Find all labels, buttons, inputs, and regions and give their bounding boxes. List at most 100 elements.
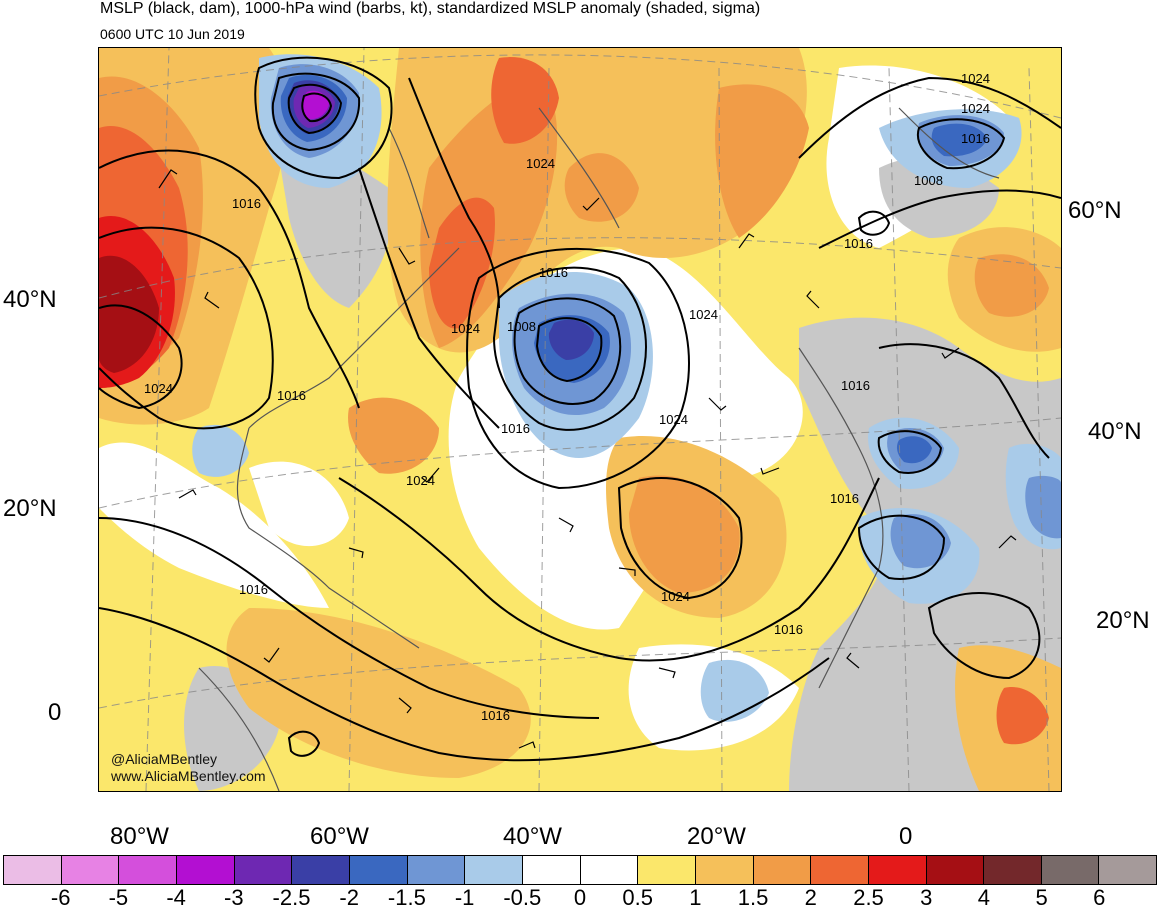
- colorbar-tick-label: -4: [166, 885, 186, 910]
- colorbar-tick-label: -6: [50, 885, 71, 910]
- graticule: [99, 48, 1061, 791]
- colorbar-box: [1099, 856, 1157, 884]
- land-area: [279, 151, 392, 308]
- colorbar-tick-label: -2: [339, 885, 359, 910]
- contour-label: 1024: [144, 381, 173, 396]
- colorbar-tick-label: -3: [224, 885, 244, 910]
- anomaly-area: [348, 397, 439, 474]
- colorbar-box: [292, 856, 350, 884]
- colorbar-tick-label: 1: [689, 885, 702, 910]
- colorbar-tick-label: -1: [454, 885, 475, 910]
- lat-label-right: 60°N: [1068, 197, 1122, 224]
- contour-labels: 1016 1024 1024 1024 1008 1016 1016 1016 …: [144, 71, 990, 723]
- colorbar-tick-label: 0: [573, 885, 587, 910]
- anomaly-area: [1025, 475, 1061, 539]
- coastlines: [198, 107, 1000, 791]
- colorbar-box: [4, 856, 62, 884]
- colorbar-tick-label: 0.5: [622, 885, 653, 910]
- anomaly-area: [548, 319, 594, 360]
- colorbar-tick-label: 2: [804, 885, 817, 910]
- contour-label: 1016: [774, 622, 803, 637]
- lon-label: 60°W: [310, 823, 369, 850]
- wind-barbs: [158, 169, 1017, 749]
- colorbar-box: [811, 856, 869, 884]
- colorbar-box: [234, 856, 293, 884]
- contour-label: 1016: [501, 421, 530, 436]
- contour-label: 1016: [841, 378, 870, 393]
- colorbar-tick-label: 6: [1093, 885, 1106, 910]
- anomaly-area: [996, 687, 1049, 745]
- colorbar-labels: -6 -5 -4 -3 -2.5 -2 -1.5 -1 -0.5 0 0.5 1 1.5 2 2.5 3 4 5 6: [0, 885, 1160, 912]
- contour-label: 1008: [507, 319, 536, 334]
- lon-label: 20°W: [687, 823, 746, 850]
- lat-label-left: 0: [48, 699, 62, 726]
- anomaly-area: [629, 475, 740, 593]
- colorbar-tick-label: -0.5: [503, 885, 542, 910]
- contour-label: 1024: [451, 321, 480, 336]
- lon-label: 40°W: [503, 823, 562, 850]
- colorbar-box: [465, 856, 523, 884]
- colorbar-box: [868, 856, 927, 884]
- colorbar-box: [638, 856, 696, 884]
- anomaly-area: [896, 436, 932, 464]
- colorbar-tick-label: 2.5: [853, 885, 884, 910]
- contour-label: 1016: [844, 236, 873, 251]
- colorbar-box: [984, 856, 1042, 884]
- contour-label: 1024: [961, 101, 990, 116]
- anomaly-area: [249, 461, 349, 547]
- contour-label: 1024: [526, 156, 555, 171]
- valid-time: 0600 UTC 10 Jun 2019: [100, 26, 245, 42]
- anomaly-area: [99, 442, 329, 608]
- colorbar-tick-label: -5: [108, 885, 129, 910]
- contour-label: 1016: [539, 265, 568, 280]
- anomaly-area: [301, 90, 329, 120]
- anomaly-area: [491, 57, 559, 144]
- colorbar-box: [522, 856, 581, 884]
- anomaly-colorbar: [3, 855, 1157, 885]
- contour-label: 1016: [277, 388, 306, 403]
- lat-label-right: 20°N: [1096, 607, 1150, 634]
- anomaly-area: [931, 123, 987, 157]
- contour-label: 1016: [481, 708, 510, 723]
- map-canvas[interactable]: 1016 1024 1024 1024 1008 1016 1016 1016 …: [99, 48, 1061, 791]
- contour-label: 1016: [232, 196, 261, 211]
- colorbar-box: [695, 856, 754, 884]
- anomaly-area: [564, 153, 639, 222]
- colorbar-tick-label: 3: [920, 885, 933, 910]
- map-title: MSLP (black, dam), 1000-hPa wind (barbs,…: [100, 0, 761, 17]
- contour-label: 1024: [661, 589, 690, 604]
- colorbar-tick-label: -1.5: [387, 885, 426, 910]
- colorbar-box: [926, 856, 985, 884]
- contour-label: 1016: [830, 491, 859, 506]
- mslp-contours: [99, 56, 1061, 762]
- colorbar-box: [580, 856, 639, 884]
- anomaly-area: [226, 608, 531, 778]
- colorbar-tick-label: 1.5: [737, 885, 769, 910]
- colorbar-box: [1041, 856, 1100, 884]
- colorbar-box: [61, 856, 120, 884]
- lat-label-right: 40°N: [1088, 418, 1142, 445]
- anomaly-area: [429, 197, 495, 329]
- contour-label: 1016: [239, 582, 268, 597]
- colorbar-box: [753, 856, 812, 884]
- colorbar-box: [407, 856, 466, 884]
- anomaly-area: [192, 424, 249, 477]
- contour-label: 1024: [689, 307, 718, 322]
- anomaly-area: [974, 254, 1049, 317]
- contour-label: 1024: [961, 71, 990, 86]
- colorbar-tick-label: -2.5: [272, 885, 311, 910]
- anomaly-area: [715, 84, 809, 238]
- contour-label: 1024: [406, 473, 435, 488]
- map-panel[interactable]: 1016 1024 1024 1024 1008 1016 1016 1016 …: [98, 47, 1062, 792]
- anomaly-area: [99, 255, 159, 373]
- lon-label: 0: [899, 823, 913, 850]
- credit-handle: @AliciaMBentley: [111, 751, 218, 767]
- colorbar-box: [176, 856, 235, 884]
- contour-label: 1016: [961, 131, 990, 146]
- lat-label-left: 20°N: [3, 495, 57, 522]
- lon-label: 80°W: [110, 823, 169, 850]
- credit-website[interactable]: www.AliciaMBentley.com: [111, 768, 266, 784]
- colorbar-box: [349, 856, 408, 884]
- colorbar-box: [119, 856, 177, 884]
- lat-label-left: 40°N: [3, 286, 57, 313]
